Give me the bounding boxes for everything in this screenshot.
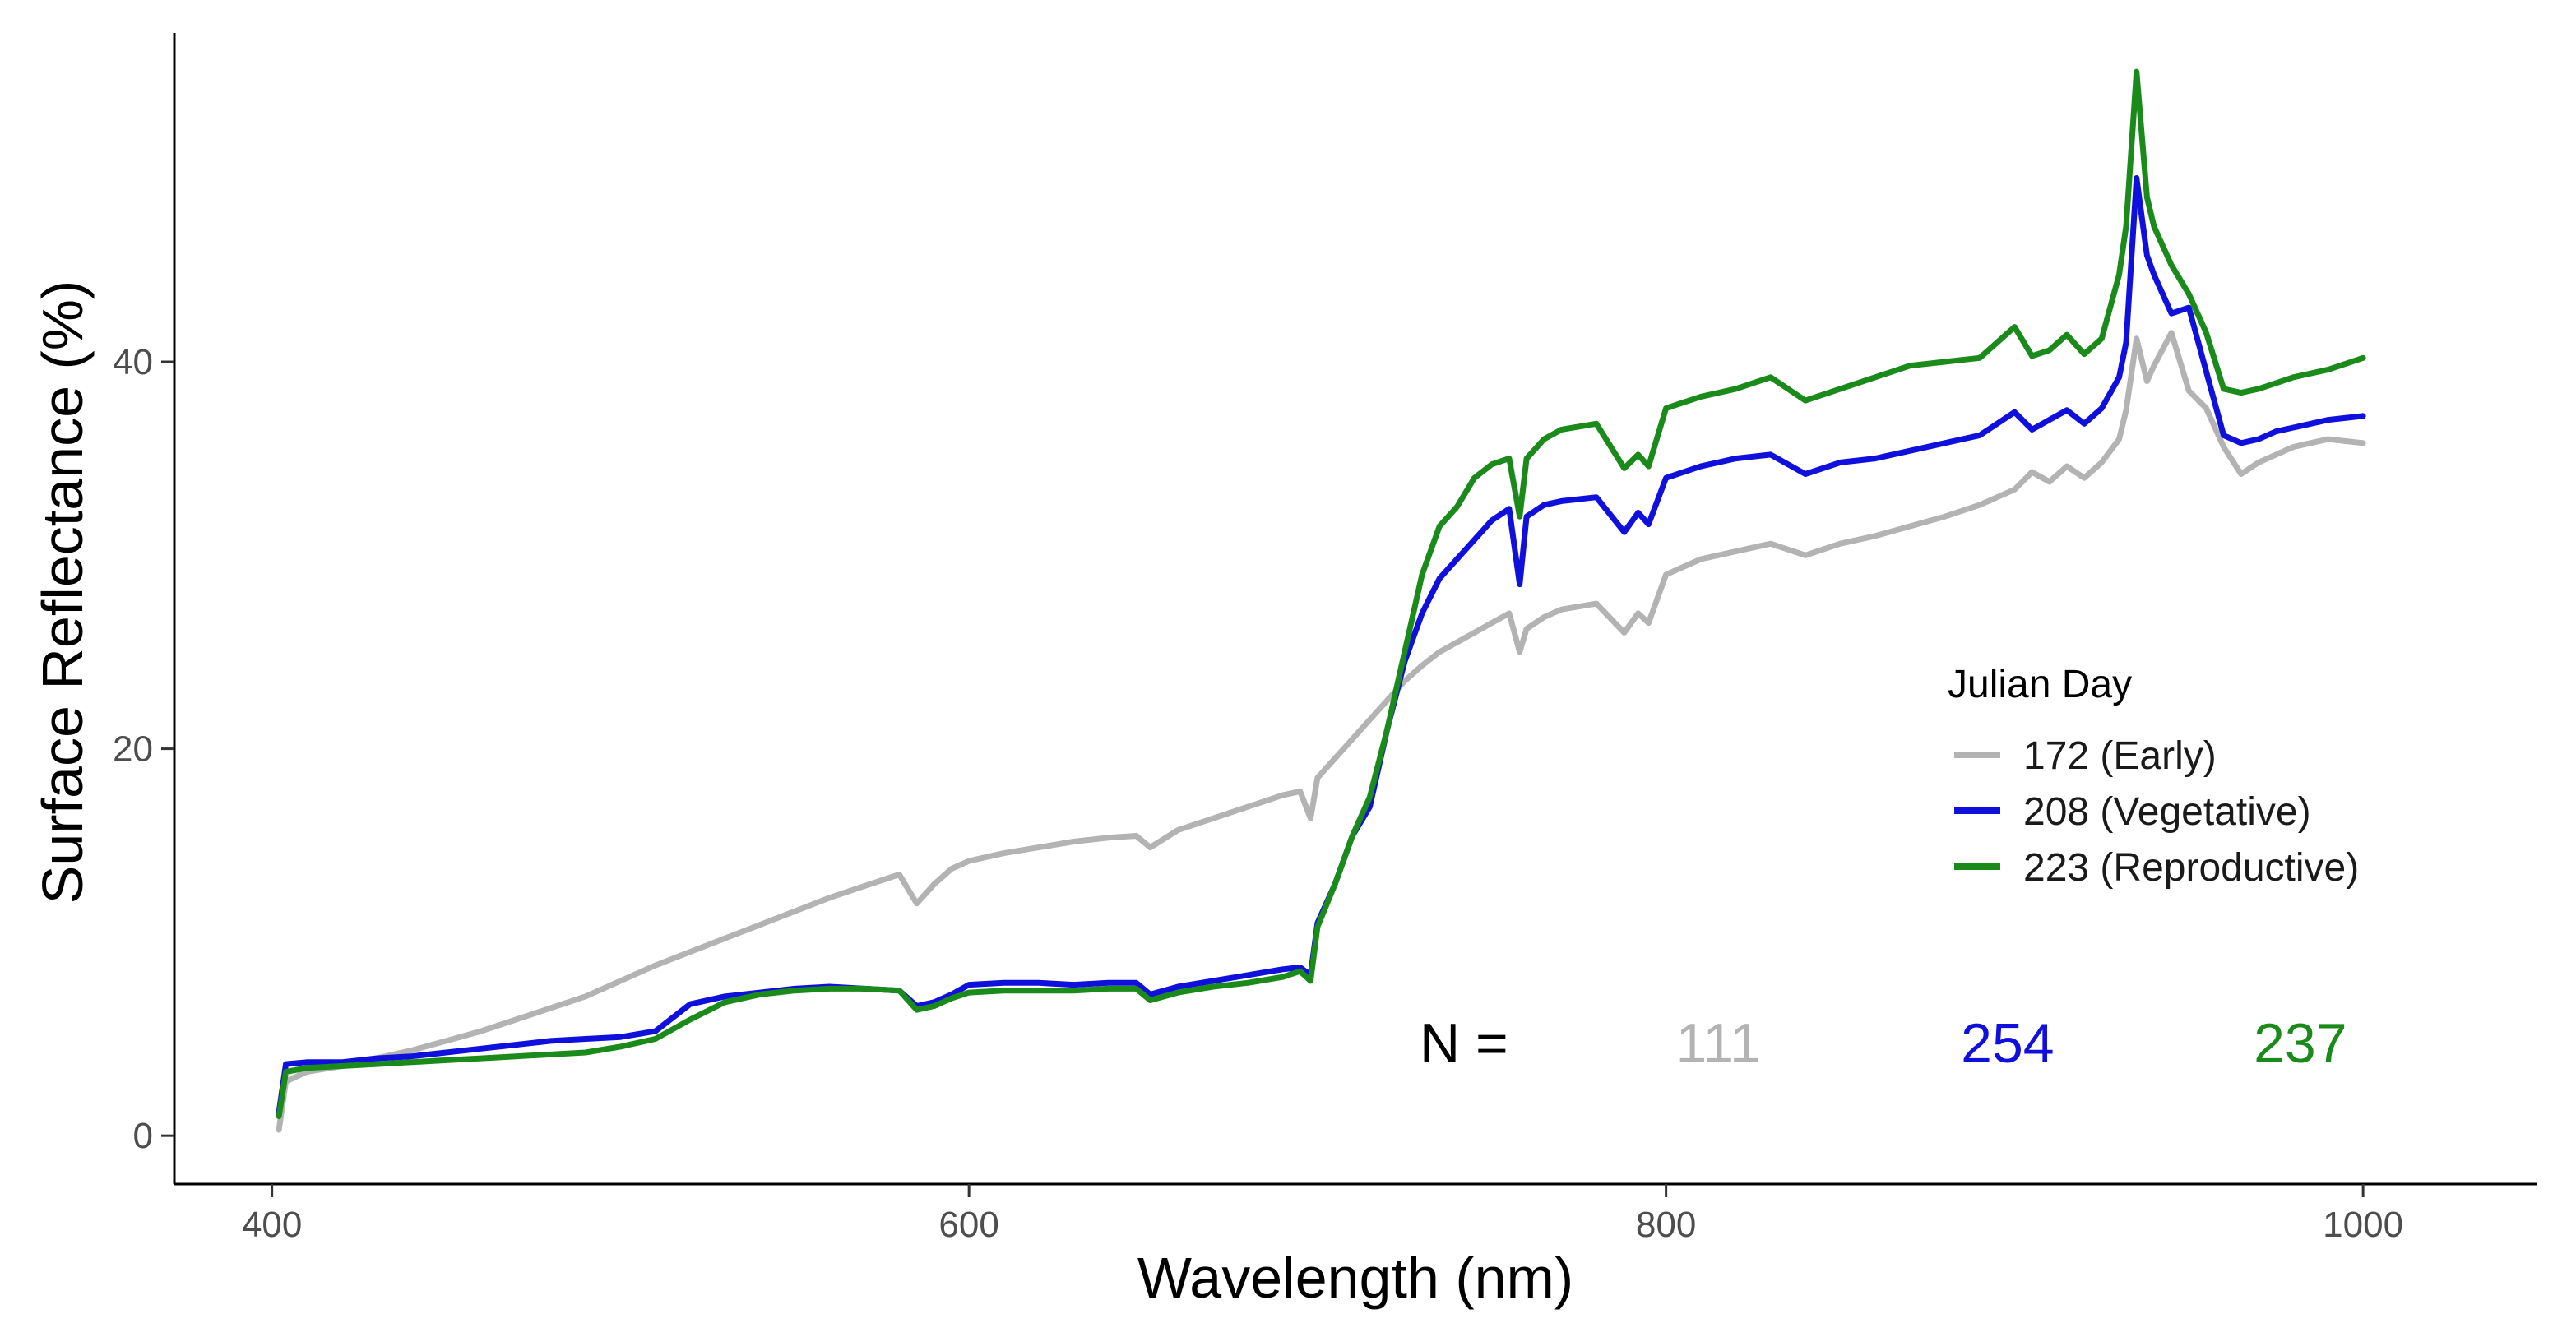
- legend: Julian Day 172 (Early) 208 (Vegetative) …: [1948, 663, 2359, 890]
- y-tick-label: 40: [113, 342, 153, 382]
- n-count-vegetative: 254: [1961, 1012, 2054, 1075]
- y-axis-title: Surface Reflectance (%): [30, 280, 95, 904]
- x-tick-label: 1000: [2323, 1205, 2403, 1245]
- x-axis-title: Wavelength (nm): [1137, 1246, 1573, 1310]
- x-tick-label: 400: [242, 1205, 302, 1245]
- x-tick-label: 600: [938, 1205, 998, 1245]
- sample-size-annotation: N = 111 254 237: [1420, 1012, 2347, 1075]
- series-layer: [276, 68, 2366, 1133]
- axes: [173, 33, 2537, 1186]
- series-line-early: [276, 330, 2366, 1133]
- legend-label-vegetative: 208 (Vegetative): [2023, 790, 2311, 834]
- legend-entry-reproductive: 223 (Reproductive): [1954, 846, 2359, 890]
- legend-label-reproductive: 223 (Reproductive): [2023, 846, 2359, 890]
- y-tick-label: 0: [133, 1116, 153, 1156]
- y-tick-label: 20: [113, 729, 153, 770]
- legend-entry-vegetative: 208 (Vegetative): [1954, 790, 2311, 834]
- legend-entry-early: 172 (Early): [1954, 734, 2217, 778]
- n-prefix-label: N =: [1420, 1012, 1508, 1075]
- legend-label-early: 172 (Early): [2023, 734, 2217, 778]
- n-count-reproductive: 237: [2254, 1012, 2347, 1075]
- n-count-early: 111: [1676, 1012, 1761, 1075]
- y-ticks: 0 20 40: [113, 342, 174, 1156]
- x-ticks: 400 600 800 1000: [242, 1184, 2403, 1245]
- legend-title: Julian Day: [1948, 663, 2132, 706]
- series-line-vegetative: [276, 175, 2366, 1116]
- series-line-reproductive: [276, 68, 2366, 1120]
- x-tick-label: 800: [1636, 1205, 1696, 1245]
